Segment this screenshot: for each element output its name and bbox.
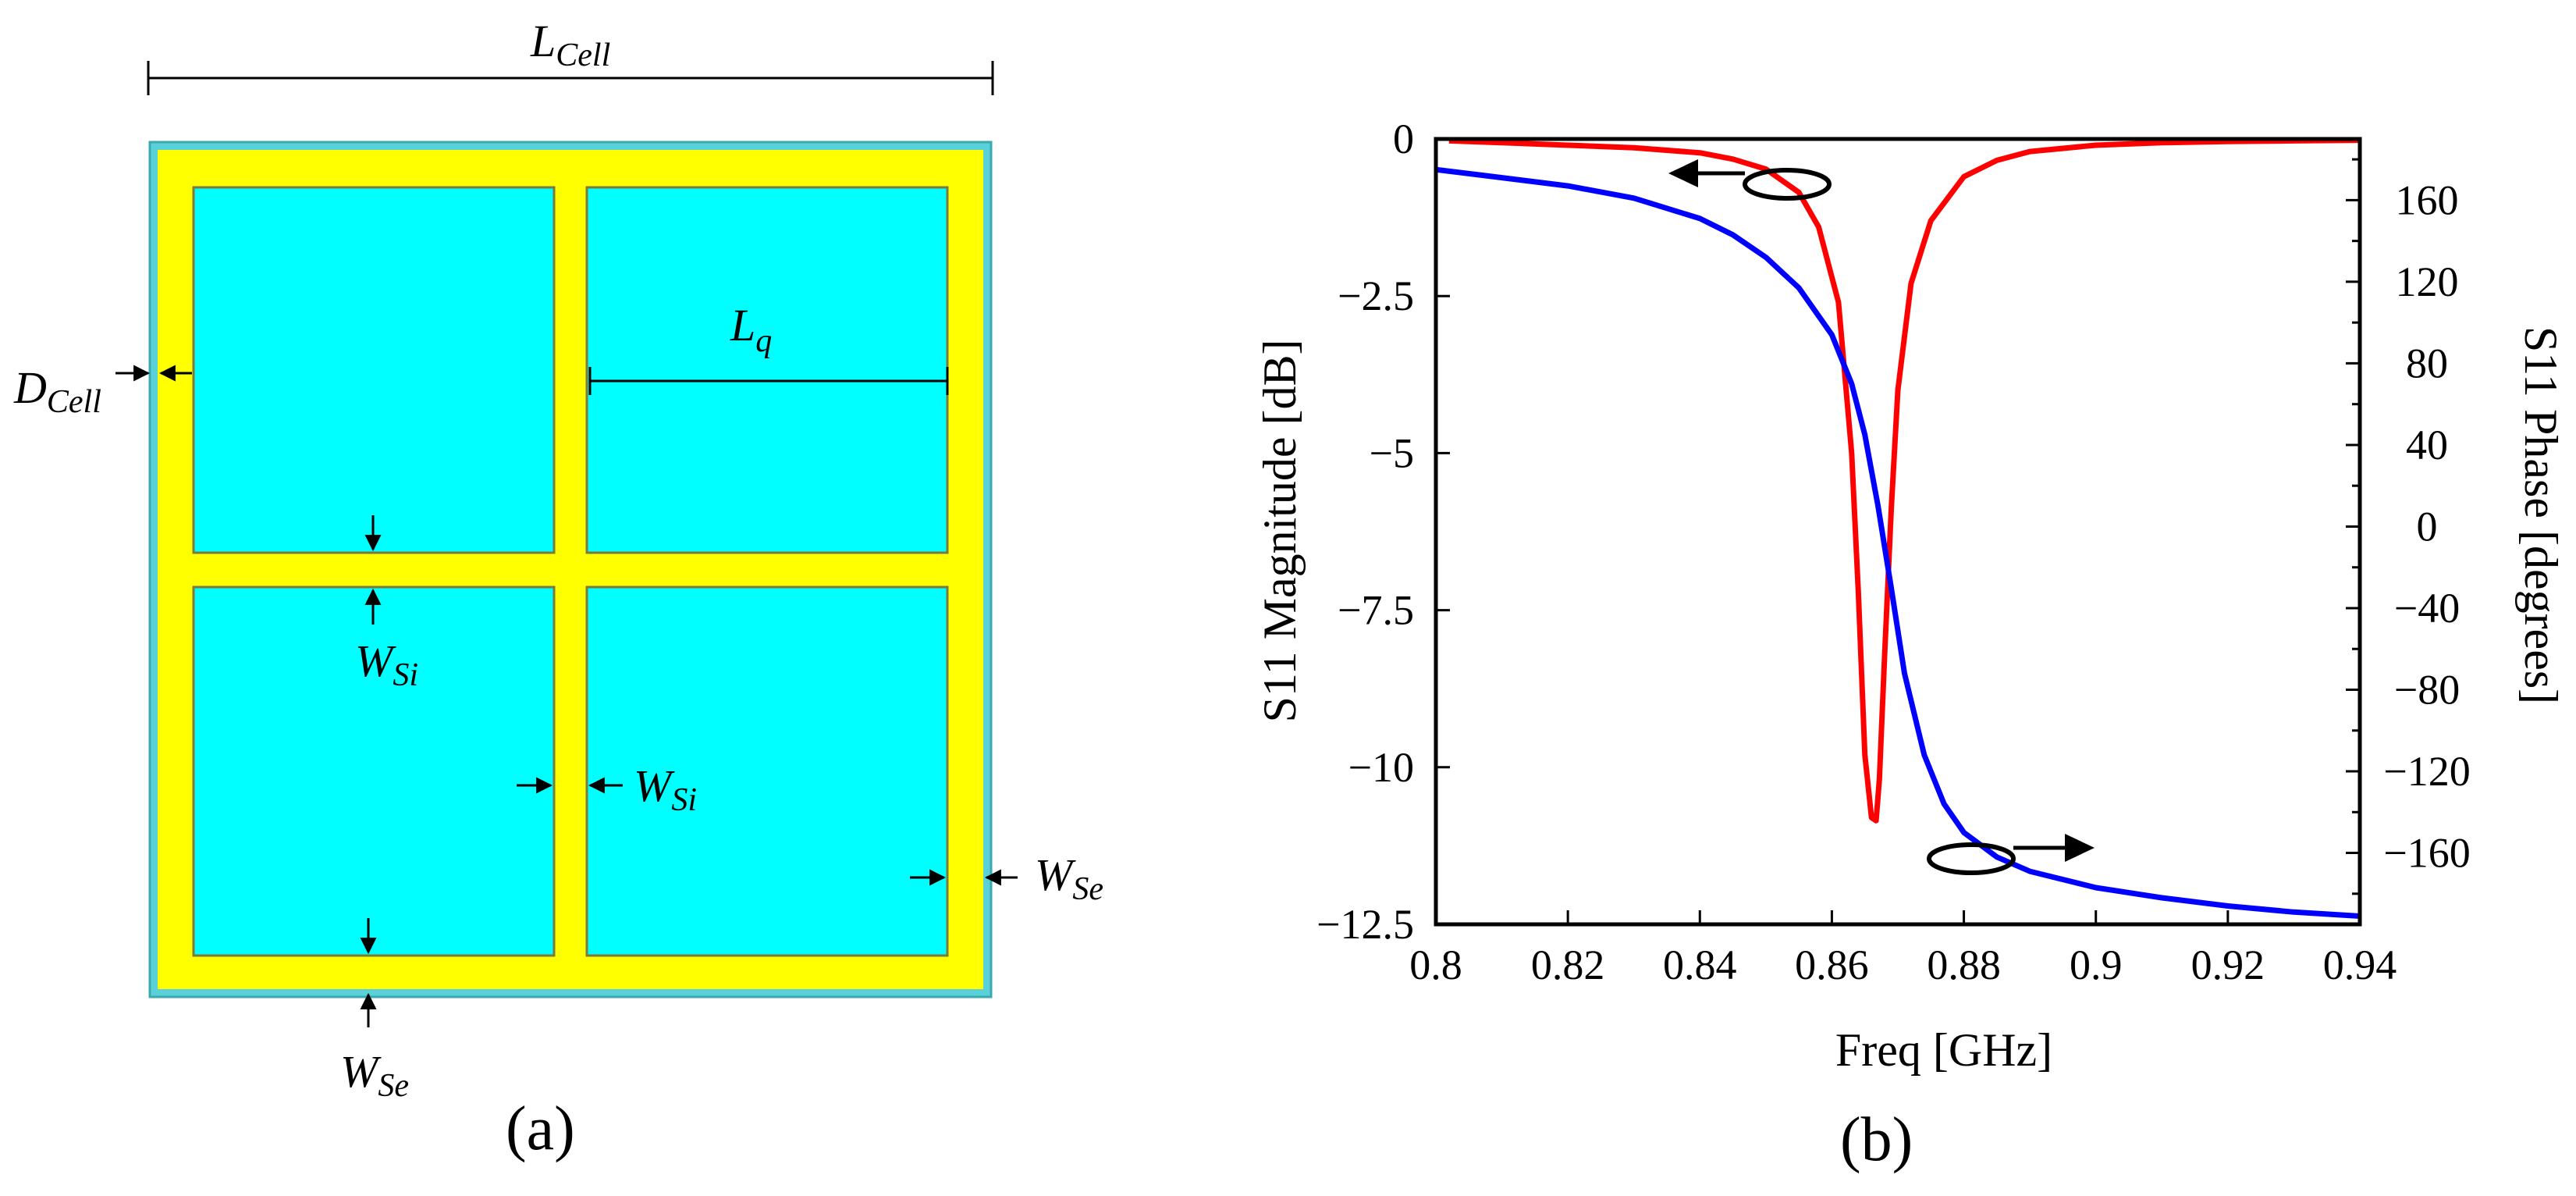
panel-a-unit-cell-diagram: LCell Lq DCell WSi bbox=[13, 16, 1103, 1163]
y-axis-label-right: S11 Phase [degrees] bbox=[2515, 326, 2567, 704]
w-si-label-2: WSi bbox=[634, 760, 697, 818]
w-si-label-1: WSi bbox=[355, 635, 418, 693]
caption-b: (b) bbox=[1840, 1105, 1913, 1174]
y-axis-right: 160 120 80 40 0 −40 −80 −120 −160 bbox=[2346, 158, 2471, 895]
x-tick-label: 0.9 bbox=[2070, 941, 2123, 988]
caption-a: (a) bbox=[506, 1095, 575, 1163]
patch-bottom-left bbox=[192, 586, 556, 957]
patch-top-right bbox=[585, 186, 949, 554]
y-tick-label: −7.5 bbox=[1338, 587, 1414, 634]
y-axis-label-left: S11 Magnitude [dB] bbox=[1254, 339, 1306, 722]
d-cell-dimension: DCell bbox=[13, 362, 192, 420]
x-tick-label: 0.92 bbox=[2191, 941, 2265, 988]
series-line-s11-phase bbox=[1436, 166, 2360, 919]
y2-tick-label: −160 bbox=[2383, 830, 2470, 877]
y-tick-label: 0 bbox=[1393, 116, 1414, 162]
y-tick-label: −5 bbox=[1370, 429, 1414, 476]
w-si-vertical-dimension: WSi bbox=[355, 515, 418, 693]
x-axis-label: Freq [GHz] bbox=[1835, 1024, 2052, 1076]
y2-tick-label: 160 bbox=[2396, 176, 2459, 223]
l-q-label: Lq bbox=[730, 300, 772, 359]
y2-tick-label: 0 bbox=[2417, 503, 2438, 550]
w-si-horizontal-dimension: WSi bbox=[517, 760, 697, 818]
w-se-label-1: WSe bbox=[1035, 849, 1103, 907]
x-tick-label: 0.82 bbox=[1531, 941, 1605, 988]
y2-tick-label: 120 bbox=[2396, 258, 2459, 305]
x-tick-label: 0.84 bbox=[1663, 941, 1737, 988]
w-se-label-2: WSe bbox=[340, 1046, 409, 1104]
y2-tick-label: 80 bbox=[2406, 340, 2448, 386]
x-tick-label: 0.94 bbox=[2323, 941, 2397, 988]
plot-frame bbox=[1434, 137, 2362, 927]
l-cell-label: LCell bbox=[530, 16, 610, 73]
d-cell-label: DCell bbox=[13, 362, 101, 420]
y2-tick-label: −120 bbox=[2383, 748, 2470, 795]
y-tick-label: −2.5 bbox=[1338, 272, 1414, 319]
y-tick-label: −12.5 bbox=[1316, 901, 1414, 948]
patch-top-left bbox=[192, 186, 556, 554]
plot-area bbox=[1436, 139, 2360, 919]
panel-b-s11-chart: 0.8 0.82 0.84 0.86 0.88 0.9 0.92 0.94 0 −2.5 −5 −7… bbox=[1254, 116, 2567, 1174]
series-line-s11-magnitude bbox=[1448, 139, 2360, 824]
x-axis: 0.8 0.82 0.84 0.86 0.88 0.9 0.92 0.94 bbox=[1409, 910, 2397, 988]
y-axis-left: 0 −2.5 −5 −7.5 −10 −12.5 bbox=[1316, 116, 1450, 948]
x-tick-label: 0.86 bbox=[1795, 941, 1869, 988]
l-q-dimension: Lq bbox=[588, 300, 949, 395]
w-se-right-dimension: WSe bbox=[910, 849, 1103, 907]
w-se-bottom-dimension: WSe bbox=[340, 918, 409, 1104]
annotation-phase-right-arrow bbox=[1927, 834, 2095, 875]
y-tick-label: −10 bbox=[1348, 744, 1414, 791]
x-tick-label: 0.88 bbox=[1927, 941, 2001, 988]
l-cell-dimension: LCell bbox=[147, 16, 994, 95]
x-tick-label: 0.8 bbox=[1409, 941, 1462, 988]
annotation-magnitude-left-arrow bbox=[1668, 159, 1832, 201]
y2-tick-label: −40 bbox=[2394, 585, 2460, 632]
y2-tick-label: −80 bbox=[2394, 667, 2460, 714]
patch-bottom-right bbox=[585, 586, 949, 957]
y2-tick-label: 40 bbox=[2406, 422, 2448, 468]
